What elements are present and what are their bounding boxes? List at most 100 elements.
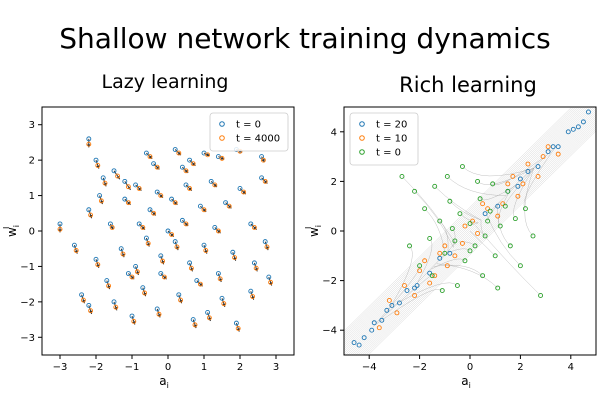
data-point: [361, 335, 367, 341]
data-point: [248, 288, 254, 294]
x-tick-label: −3: [53, 362, 68, 373]
data-point: [129, 313, 135, 319]
data-point: [429, 273, 435, 279]
data-point: [86, 207, 92, 213]
data-point: [371, 320, 377, 326]
data-point: [427, 270, 433, 276]
data-point: [169, 232, 175, 237]
data-point: [259, 175, 265, 181]
data-point: [172, 147, 178, 152]
data-point: [510, 173, 516, 179]
trajectory-lines: [344, 107, 596, 355]
x-tick-label: 4: [568, 362, 574, 373]
data-point: [118, 246, 124, 252]
data-point: [414, 283, 420, 289]
data-point: [174, 244, 180, 250]
data-point: [356, 342, 362, 348]
data-point: [98, 198, 104, 204]
data-point: [136, 186, 142, 191]
data-point: [151, 161, 157, 167]
data-point: [120, 251, 126, 257]
legend-label: t = 10: [376, 134, 407, 145]
data-point: [495, 203, 501, 209]
data-point: [172, 200, 178, 206]
data-point: [522, 206, 528, 212]
x-axis-label: ai: [159, 374, 169, 390]
data-point: [212, 182, 218, 188]
data-point: [73, 248, 79, 253]
data-point: [237, 186, 243, 191]
series-t-0: [399, 164, 544, 298]
data-point: [427, 280, 433, 286]
data-point: [480, 201, 486, 207]
data-point: [208, 178, 214, 184]
figure-title: Shallow network training dynamics: [59, 22, 550, 55]
data-point: [447, 250, 453, 256]
data-point: [235, 325, 241, 331]
data-point: [545, 144, 551, 150]
data-point: [482, 211, 488, 217]
data-point: [250, 294, 256, 299]
data-point: [482, 233, 488, 239]
data-point: [427, 235, 433, 241]
legend: t = 20 t = 10 t = 0: [349, 112, 419, 166]
data-point: [492, 253, 498, 259]
y-tick-label: 2: [331, 177, 337, 188]
data-point: [172, 239, 178, 245]
x-tick-label: −2: [412, 362, 427, 373]
data-point: [129, 274, 135, 280]
data-point: [565, 129, 571, 135]
data-point: [219, 155, 225, 161]
data-point: [143, 235, 149, 241]
data-point: [97, 193, 103, 199]
data-point: [190, 317, 196, 323]
data-point: [125, 200, 131, 206]
data-point: [230, 249, 236, 255]
data-point: [125, 184, 131, 190]
data-point: [407, 243, 412, 249]
y-tick-label: 3: [29, 120, 35, 131]
data-point: [497, 223, 503, 229]
data-point: [487, 208, 493, 214]
data-point: [260, 157, 266, 163]
data-point: [538, 293, 544, 298]
x-tick-label: 0: [165, 362, 171, 373]
data-point: [396, 300, 402, 306]
data-point: [442, 243, 448, 249]
data-point: [253, 265, 259, 271]
data-point: [472, 243, 478, 249]
x-tick-label: −4: [362, 362, 377, 373]
data-point: [525, 161, 531, 167]
data-point: [394, 310, 400, 316]
data-point: [545, 149, 551, 155]
data-point: [93, 157, 99, 163]
data-point: [142, 290, 148, 296]
data-point: [226, 203, 232, 209]
x-tick-label: 2: [237, 362, 243, 373]
data-point: [133, 263, 139, 269]
data-point: [485, 218, 491, 224]
y-axis-label: wiI: [304, 225, 323, 237]
data-point: [500, 201, 506, 207]
data-point: [251, 225, 257, 230]
lazy-learning-plot: −3 −2 −1 0 1 2 3 −3 −2 −1 0 1 2 3 ai wiI t = 0 t = 4000: [2, 106, 295, 390]
data-point: [147, 207, 153, 213]
series-t-0: [57, 136, 272, 326]
data-point: [154, 164, 160, 170]
rich-panel-title: Rich learning: [399, 73, 537, 97]
data-point: [158, 193, 164, 199]
data-point: [447, 198, 453, 204]
x-tick-label: 3: [273, 362, 279, 373]
data-point: [140, 285, 146, 291]
data-point: [203, 248, 209, 253]
data-point: [201, 242, 207, 248]
data-point: [412, 293, 418, 298]
data-point: [95, 262, 101, 268]
data-point: [201, 207, 207, 213]
legend-marker: [359, 121, 365, 127]
data-point: [369, 327, 375, 333]
data-point: [535, 173, 541, 179]
x-tick-label: −1: [125, 362, 140, 373]
data-point: [219, 295, 225, 301]
data-point: [136, 221, 142, 227]
